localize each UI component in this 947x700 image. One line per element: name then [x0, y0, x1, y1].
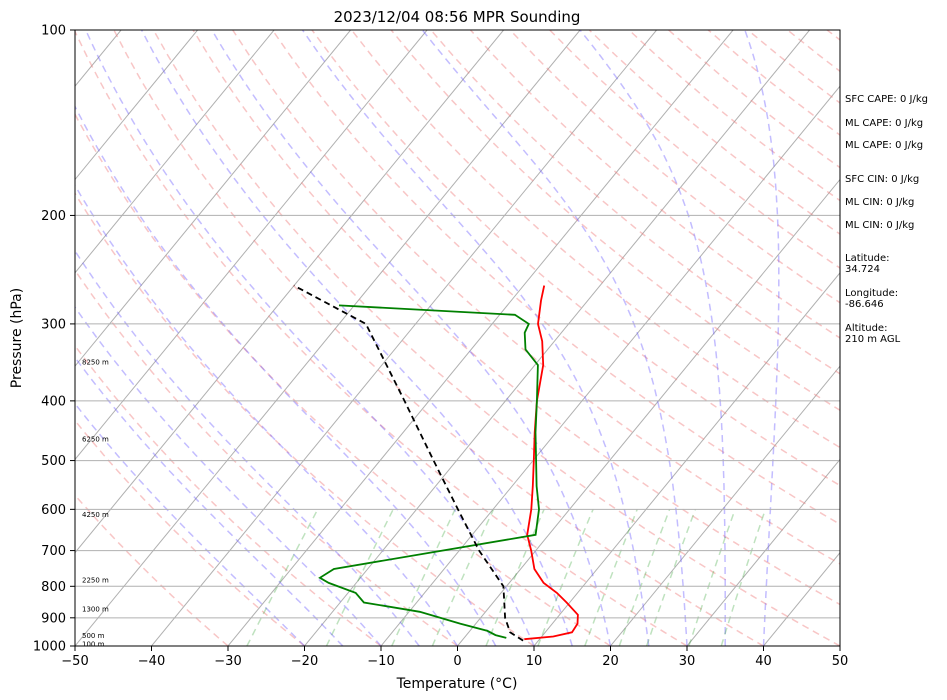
dry-adiabat [113, 30, 764, 646]
info-text: -86.646 [845, 299, 884, 310]
dry-adiabat [351, 30, 840, 449]
y-tick-label: 200 [41, 209, 66, 224]
mixing-ratio-line [246, 508, 319, 646]
x-axis-label: Temperature (°C) [396, 676, 518, 692]
info-text: ML CAPE: 0 J/kg [845, 140, 923, 151]
grid-lines [75, 30, 840, 646]
info-text: Altitude: [845, 323, 887, 334]
moist-adiabat [421, 30, 688, 646]
x-tick-label: 50 [832, 654, 849, 669]
dry-adiabat [469, 30, 840, 339]
x-tick-label: 30 [679, 654, 696, 669]
x-tick-label: −50 [61, 654, 88, 669]
isotherm-line [75, 30, 198, 181]
height-label: 4250 m [82, 511, 109, 519]
series-line-2 [293, 284, 524, 642]
isotherm-line [380, 85, 840, 646]
y-tick-label: 300 [41, 317, 66, 332]
isotherm-line [75, 30, 581, 646]
info-text: ML CIN: 0 J/kg [845, 197, 914, 208]
y-axis-label: Pressure (hPa) [9, 288, 25, 388]
y-tick-label: 400 [41, 394, 66, 409]
y-axis-ticks: 1000 900 800 700 600 500 400 300 200 100 [33, 24, 75, 655]
isotherm-line [686, 458, 840, 646]
info-text: ML CIN: 0 J/kg [845, 220, 914, 231]
moist-adiabat [75, 249, 420, 646]
background-lines [75, 30, 840, 646]
height-label: 6250 m [82, 435, 109, 443]
info-text: ML CAPE: 0 J/kg [845, 118, 923, 129]
isotherm-line [75, 30, 428, 461]
x-tick-label: 40 [755, 654, 772, 669]
dry-adiabat [271, 30, 840, 526]
x-tick-label: 20 [602, 654, 619, 669]
info-text: Longitude: [845, 288, 898, 299]
dry-adiabat [192, 30, 840, 606]
dry-adiabat [75, 344, 382, 646]
moist-adiabat [75, 104, 497, 646]
moist-adiabat [579, 30, 727, 646]
info-text: Latitude: [845, 253, 890, 264]
height-label: 2250 m [82, 577, 109, 585]
chart-title: 2023/12/04 08:56 MPR Sounding [334, 8, 581, 26]
isotherm-line [227, 30, 734, 646]
info-text: SFC CAPE: 0 J/kg [845, 94, 928, 105]
x-tick-label: −20 [291, 654, 318, 669]
isotherm-line [75, 30, 504, 554]
dry-adiabat [75, 30, 688, 646]
info-text: 210 m AGL [845, 334, 901, 345]
height-label: 100 m [82, 640, 105, 648]
moist-adiabat [75, 184, 459, 646]
isotherm-line [610, 365, 840, 646]
y-tick-label: 1000 [33, 640, 66, 655]
x-tick-label: −40 [138, 654, 165, 669]
isotherm-line [457, 178, 840, 646]
y-tick-label: 600 [41, 503, 66, 518]
dry-adiabat [75, 494, 229, 646]
dry-adiabat [152, 30, 840, 646]
dry-adiabat [75, 268, 458, 646]
isotherm-line [75, 30, 275, 274]
y-tick-label: 500 [41, 454, 66, 469]
y-tick-label: 100 [41, 24, 66, 39]
sounding-series [293, 284, 579, 642]
moist-adiabat [211, 30, 612, 646]
series-line-1 [318, 304, 540, 639]
dry-adiabat [75, 192, 535, 646]
x-tick-label: 10 [526, 654, 543, 669]
height-label: 8250 m [82, 358, 109, 366]
series-line-0 [524, 285, 579, 641]
dry-adiabat [509, 30, 840, 304]
y-tick-label: 900 [41, 611, 66, 626]
x-axis-ticks: −50 −40 −30 −20 −10 0 10 20 30 40 50 [61, 646, 848, 669]
info-text: 34.724 [845, 264, 880, 275]
y-tick-label: 700 [41, 544, 66, 559]
x-tick-label: −10 [367, 654, 394, 669]
height-label: 1300 m [82, 606, 109, 614]
isotherm-line [151, 30, 657, 646]
x-tick-label: 0 [453, 654, 461, 669]
moist-adiabat [140, 30, 574, 646]
isotherm-line [75, 30, 351, 367]
moist-adiabat [744, 30, 780, 646]
height-label: 500 m [82, 632, 105, 640]
x-tick-label: −30 [214, 654, 241, 669]
isotherm-line [533, 272, 840, 646]
y-tick-label: 800 [41, 580, 66, 595]
moist-adiabat [75, 402, 306, 646]
sounding-info-panel: SFC CAPE: 0 J/kg ML CAPE: 0 J/kg ML CAPE: … [845, 94, 928, 345]
moist-adiabat [85, 30, 535, 646]
moist-adiabat [75, 356, 344, 646]
dry-adiabat [311, 30, 840, 487]
info-text: SFC CIN: 0 J/kg [845, 174, 919, 185]
isotherm-line [304, 30, 810, 646]
dry-adiabat [75, 112, 611, 646]
